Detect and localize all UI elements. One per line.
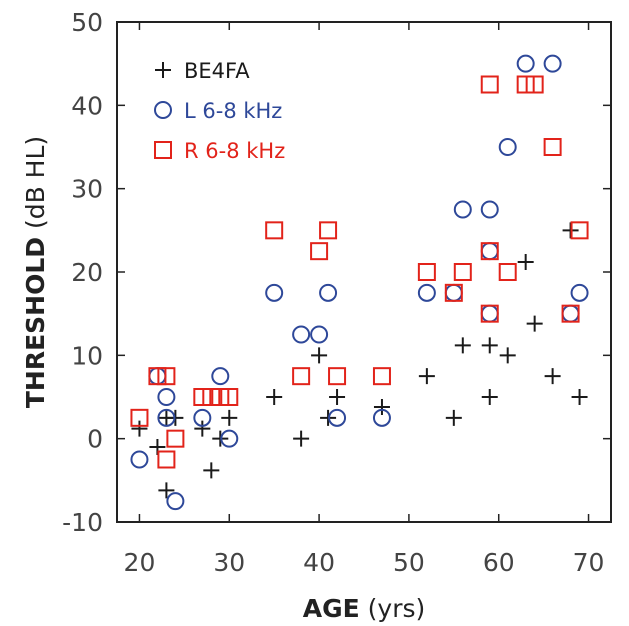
circle-marker xyxy=(543,54,562,73)
plus-marker xyxy=(194,420,211,437)
circle-marker xyxy=(480,200,499,219)
plus-marker xyxy=(499,347,516,364)
plus-marker xyxy=(311,347,328,364)
square-marker xyxy=(166,429,185,448)
legend-square-marker xyxy=(154,141,172,159)
square-marker xyxy=(480,304,499,323)
circle-marker xyxy=(561,304,580,323)
circle-marker xyxy=(480,242,499,261)
x-tick-label: 50 xyxy=(393,548,425,577)
plus-marker xyxy=(221,409,238,426)
plus-marker xyxy=(454,337,471,354)
square-marker xyxy=(130,408,149,427)
plus-marker xyxy=(418,368,435,385)
square-marker xyxy=(453,263,472,281)
square-marker xyxy=(220,388,239,406)
plot-frame xyxy=(116,21,612,523)
plus-marker xyxy=(481,337,498,354)
y-tick-label: 40 xyxy=(71,91,103,120)
plus-marker xyxy=(158,482,175,499)
square-marker xyxy=(328,367,347,386)
circle-marker xyxy=(211,367,230,386)
square-marker xyxy=(543,138,562,156)
legend-plus-marker xyxy=(155,62,171,78)
y-tick-label: 50 xyxy=(71,8,103,37)
square-marker xyxy=(480,75,499,94)
y-axis-title-unit: (dB HL) xyxy=(21,136,50,229)
circle-marker xyxy=(166,492,185,511)
square-marker xyxy=(157,367,176,386)
circle-marker xyxy=(220,429,239,448)
circle-marker xyxy=(310,325,329,344)
circle-marker xyxy=(480,304,499,323)
x-axis-title-bold: AGE xyxy=(303,594,360,623)
circle-marker xyxy=(193,408,212,427)
circle-marker xyxy=(157,388,176,406)
x-tick-label: 40 xyxy=(303,548,335,577)
circle-marker xyxy=(319,283,338,302)
square-marker xyxy=(480,242,499,261)
square-marker xyxy=(319,221,338,240)
circle-marker xyxy=(570,283,589,302)
plus-marker xyxy=(571,389,588,405)
legend-circle-marker xyxy=(154,101,172,119)
plus-marker xyxy=(131,420,148,437)
square-marker xyxy=(157,450,176,469)
plus-marker xyxy=(544,368,561,385)
y-tick-label: 30 xyxy=(71,175,103,204)
circle-marker xyxy=(444,283,463,302)
circle-marker xyxy=(157,408,176,427)
x-tick-label: 60 xyxy=(483,548,515,577)
square-marker xyxy=(444,283,463,302)
plus-marker xyxy=(293,430,310,447)
square-marker xyxy=(417,263,436,281)
legend: BE4FA L 6-8 kHz R 6-8 kHz xyxy=(154,59,285,163)
circle-marker xyxy=(265,283,284,302)
y-tick-label: -10 xyxy=(62,508,103,537)
y-axis-title: THRESHOLD (dB HL) xyxy=(21,136,50,408)
y-axis-title-bold: THRESHOLD xyxy=(21,237,50,408)
square-marker xyxy=(525,75,544,94)
square-marker xyxy=(292,367,311,386)
plus-marker xyxy=(203,462,220,479)
circle-marker xyxy=(372,408,391,427)
axis-ticks: 20 30 40 50 60 70 -10 0 10 20 30 40 50 xyxy=(62,8,611,577)
x-axis-title: AGE (yrs) xyxy=(303,594,426,623)
circle-marker xyxy=(453,200,472,219)
plus-marker xyxy=(266,389,283,405)
square-marker xyxy=(498,263,517,281)
plus-marker xyxy=(373,399,390,415)
y-tick-label: 10 xyxy=(71,341,103,370)
circle-marker xyxy=(130,450,149,469)
y-tick-label: 0 xyxy=(87,425,103,454)
square-marker xyxy=(310,242,329,261)
x-tick-label: 70 xyxy=(573,548,605,577)
legend-label: R 6-8 kHz xyxy=(184,139,285,163)
circle-marker xyxy=(292,325,311,344)
plus-marker xyxy=(481,389,498,405)
data-marks xyxy=(130,54,589,511)
y-tick-label: 20 xyxy=(71,258,103,287)
plus-marker xyxy=(517,254,534,270)
plus-marker xyxy=(445,409,462,426)
legend-label: BE4FA xyxy=(184,59,250,83)
circle-marker xyxy=(516,54,535,73)
square-marker xyxy=(372,367,391,386)
square-marker xyxy=(570,221,589,240)
x-tick-label: 20 xyxy=(124,548,156,577)
square-marker xyxy=(265,221,284,240)
legend-label: L 6-8 kHz xyxy=(184,99,282,123)
x-axis-title-unit: (yrs) xyxy=(368,594,426,623)
circle-marker xyxy=(328,408,347,427)
square-marker xyxy=(561,304,580,323)
circle-marker xyxy=(417,283,436,302)
x-tick-label: 30 xyxy=(213,548,245,577)
circle-marker xyxy=(498,138,517,156)
plus-marker xyxy=(329,389,346,405)
plus-marker xyxy=(526,315,543,332)
